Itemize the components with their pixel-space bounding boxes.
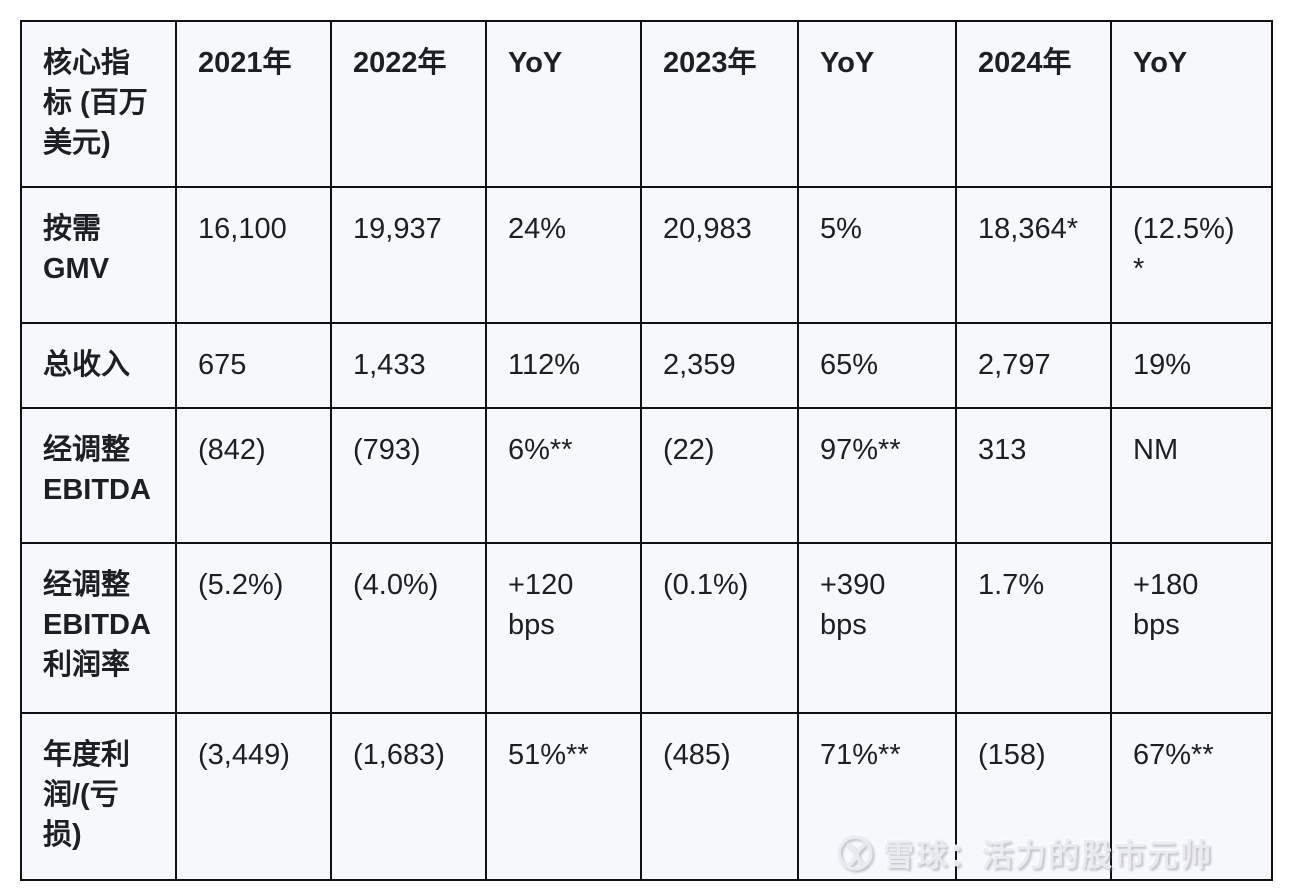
header-cell-metric-name: 核心指 标 (百万 美元) [20, 20, 177, 188]
data-cell: NM [1110, 407, 1273, 544]
data-cell: (0.1%) [640, 542, 799, 714]
data-cell: 16,100 [175, 186, 332, 324]
row-label-revenue: 总收入 [20, 322, 177, 409]
data-cell: 18,364* [955, 186, 1112, 324]
data-cell: 51%** [485, 712, 642, 881]
data-cell: 2,359 [640, 322, 799, 409]
header-cell-yoy-2023: YoY [797, 20, 957, 188]
data-cell: +180 bps [1110, 542, 1273, 714]
data-cell: (485) [640, 712, 799, 881]
data-cell: (12.5%) * [1110, 186, 1273, 324]
data-cell: 65% [797, 322, 957, 409]
data-cell: 19,937 [330, 186, 487, 324]
data-cell: 1.7% [955, 542, 1112, 714]
data-cell: (1,683) [330, 712, 487, 881]
data-cell: (793) [330, 407, 487, 544]
row-label-gmv: 按需 GMV [20, 186, 177, 324]
data-cell: 71%** [797, 712, 957, 881]
table-row-gmv: 按需 GMV 16,100 19,937 24% 20,983 5% 18,36… [20, 186, 1273, 324]
data-cell: 24% [485, 186, 642, 324]
header-cell-2021: 2021年 [175, 20, 332, 188]
row-label-adj-ebitda-margin: 经调整 EBITDA 利润率 [20, 542, 177, 714]
header-cell-2023: 2023年 [640, 20, 799, 188]
data-cell: (3,449) [175, 712, 332, 881]
header-cell-2022: 2022年 [330, 20, 487, 188]
data-cell: +120 bps [485, 542, 642, 714]
header-cell-yoy-2022: YoY [485, 20, 642, 188]
table-header-row: 核心指 标 (百万 美元) 2021年 2022年 YoY 2023年 YoY … [20, 20, 1273, 188]
data-cell: 97%** [797, 407, 957, 544]
data-cell: (842) [175, 407, 332, 544]
data-cell: +390 bps [797, 542, 957, 714]
data-cell: 67%** [1110, 712, 1273, 881]
data-cell: 19% [1110, 322, 1273, 409]
data-cell: 20,983 [640, 186, 799, 324]
data-cell: (5.2%) [175, 542, 332, 714]
table-row-revenue: 总收入 675 1,433 112% 2,359 65% 2,797 19% [20, 322, 1273, 409]
data-cell: 6%** [485, 407, 642, 544]
data-cell: (22) [640, 407, 799, 544]
financial-metrics-table: 核心指 标 (百万 美元) 2021年 2022年 YoY 2023年 YoY … [20, 20, 1273, 881]
data-cell: 112% [485, 322, 642, 409]
table-row-adj-ebitda: 经调整 EBITDA (842) (793) 6%** (22) 97%** 3… [20, 407, 1273, 544]
row-label-annual-profit-loss: 年度利 润/(亏 损) [20, 712, 177, 881]
data-cell: 5% [797, 186, 957, 324]
data-cell: 2,797 [955, 322, 1112, 409]
data-cell: (4.0%) [330, 542, 487, 714]
data-cell: 1,433 [330, 322, 487, 409]
data-cell: 313 [955, 407, 1112, 544]
header-cell-2024: 2024年 [955, 20, 1112, 188]
row-label-adj-ebitda: 经调整 EBITDA [20, 407, 177, 544]
header-cell-yoy-2024: YoY [1110, 20, 1273, 188]
table-row-adj-ebitda-margin: 经调整 EBITDA 利润率 (5.2%) (4.0%) +120 bps (0… [20, 542, 1273, 714]
data-cell: (158) [955, 712, 1112, 881]
table-row-annual-profit-loss: 年度利 润/(亏 损) (3,449) (1,683) 51%** (485) … [20, 712, 1273, 881]
data-cell: 675 [175, 322, 332, 409]
